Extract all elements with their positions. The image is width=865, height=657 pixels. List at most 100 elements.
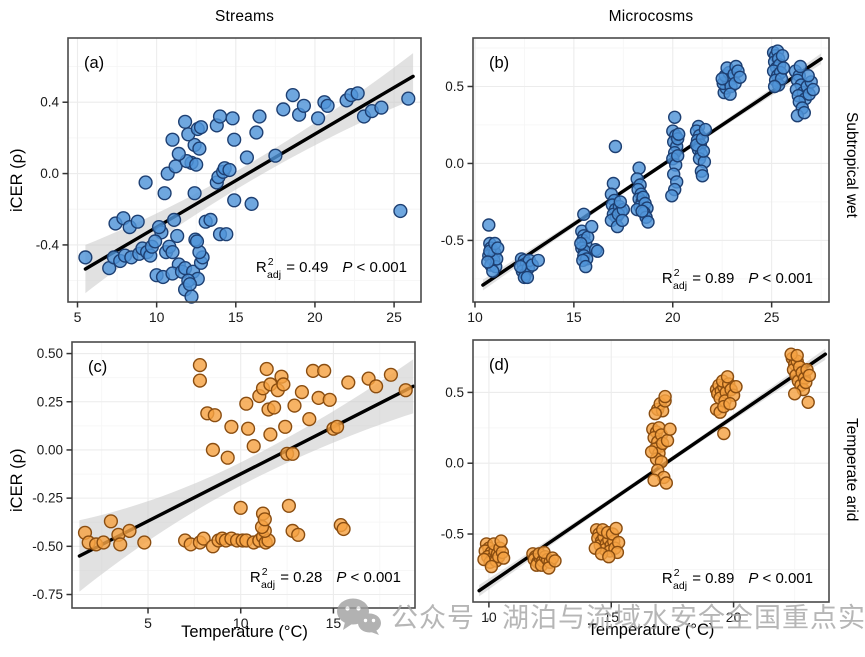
svg-text:10: 10	[467, 309, 483, 325]
data-point	[585, 219, 599, 234]
data-point	[225, 111, 240, 126]
data-point	[606, 176, 621, 191]
svg-text:0.0: 0.0	[445, 456, 464, 471]
data-point	[222, 162, 237, 178]
data-point	[192, 141, 207, 156]
panel-c-points	[77, 358, 413, 554]
data-point	[672, 127, 686, 141]
panel-b-grid	[473, 38, 829, 302]
panel-c-stats: R2 adj = 0.28 P < 0.001	[250, 566, 401, 591]
panel-d-stats: R2 adj = 0.89 P < 0.001	[662, 567, 813, 592]
panel-a-border	[67, 37, 422, 303]
data-point	[513, 259, 528, 274]
panel-a-y-ticks: 0.4 0.0 -0.4	[36, 95, 68, 252]
data-point	[311, 111, 326, 126]
data-point	[494, 534, 508, 548]
panel-b: 10 15 20 25 0.5 0.0 -0.5 (b) R2 adj = 0.89 P < 0.0…	[441, 37, 830, 325]
svg-text:-0.4: -0.4	[36, 237, 60, 252]
data-point	[285, 446, 300, 461]
panel-b-letter: (b)	[489, 54, 509, 72]
data-point	[244, 196, 259, 212]
data-point	[374, 100, 389, 115]
column-title-microcosms: Microcosms	[608, 8, 694, 25]
data-point	[663, 422, 677, 436]
data-point	[187, 186, 202, 201]
data-point	[291, 527, 306, 542]
data-point	[189, 157, 204, 172]
data-point	[257, 512, 272, 527]
svg-text:15: 15	[228, 309, 244, 325]
svg-text:10: 10	[481, 609, 497, 625]
svg-text:15: 15	[603, 609, 619, 625]
data-point	[668, 110, 682, 125]
data-point	[296, 98, 312, 113]
data-point	[122, 523, 137, 539]
data-point	[615, 213, 629, 228]
data-point	[715, 72, 729, 86]
data-point	[383, 367, 399, 382]
panel-d-border	[472, 339, 830, 603]
data-point	[207, 408, 222, 423]
data-point	[165, 132, 180, 147]
data-point	[317, 363, 332, 379]
panel-b-x-ticks: 10 15 20 25	[467, 302, 780, 325]
svg-text:-0.50: -0.50	[32, 539, 63, 554]
svg-text:10: 10	[149, 309, 165, 325]
data-point	[723, 397, 737, 411]
data-point	[130, 214, 145, 229]
data-point	[320, 98, 335, 113]
data-point	[496, 551, 511, 565]
data-point	[294, 385, 310, 400]
x-axis-title-left: Temperature (°C)	[181, 623, 308, 641]
data-point	[613, 195, 627, 209]
panel-b-y-ticks: 0.5 0.0 -0.5	[441, 79, 473, 248]
data-point	[775, 49, 790, 63]
panel-b-points	[481, 44, 820, 285]
data-point	[276, 102, 291, 117]
data-point	[788, 387, 802, 401]
data-point	[398, 383, 413, 398]
data-point	[151, 220, 167, 235]
panel-a-regression-line	[83, 74, 415, 271]
data-point	[733, 70, 747, 85]
data-point	[227, 132, 242, 147]
data-point	[658, 389, 672, 404]
svg-text:25: 25	[764, 309, 780, 325]
panel-a-stats: R2 adj = 0.49 P < 0.001	[256, 256, 407, 281]
data-point	[608, 139, 623, 154]
data-point	[806, 82, 820, 97]
svg-text:0.4: 0.4	[40, 95, 59, 110]
data-point	[393, 203, 408, 219]
data-point	[695, 169, 710, 183]
data-point	[577, 207, 591, 222]
data-point	[698, 122, 713, 137]
data-point	[665, 189, 679, 203]
data-point	[165, 245, 180, 260]
data-point	[801, 395, 815, 409]
data-point	[350, 86, 365, 101]
data-point	[171, 146, 186, 162]
data-point	[241, 421, 256, 436]
data-point	[491, 241, 505, 255]
panel-d: 10 15 20 0.5 0.0 -0.5 (d) R2 adj = 0.89 P < 0.001	[441, 339, 830, 625]
data-point	[720, 370, 735, 384]
panel-d-y-ticks: 0.5 0.0 -0.5	[441, 385, 473, 542]
data-point	[696, 144, 711, 158]
data-point	[793, 59, 807, 74]
svg-text:0.50: 0.50	[37, 346, 63, 361]
svg-text:0.0: 0.0	[40, 166, 59, 181]
data-point	[212, 109, 228, 124]
panel-d-points	[477, 347, 817, 575]
data-point	[193, 120, 209, 135]
data-point	[233, 500, 248, 515]
svg-text:20: 20	[665, 309, 681, 325]
data-point	[252, 109, 267, 124]
data-point	[205, 442, 221, 458]
panel-b-border	[472, 37, 830, 303]
data-point	[790, 348, 804, 363]
data-point	[239, 396, 254, 411]
data-point	[660, 433, 675, 448]
svg-text:0.5: 0.5	[445, 385, 464, 400]
data-point	[330, 419, 345, 434]
panel-b-stats: R2 adj = 0.89 P < 0.001	[662, 267, 813, 292]
